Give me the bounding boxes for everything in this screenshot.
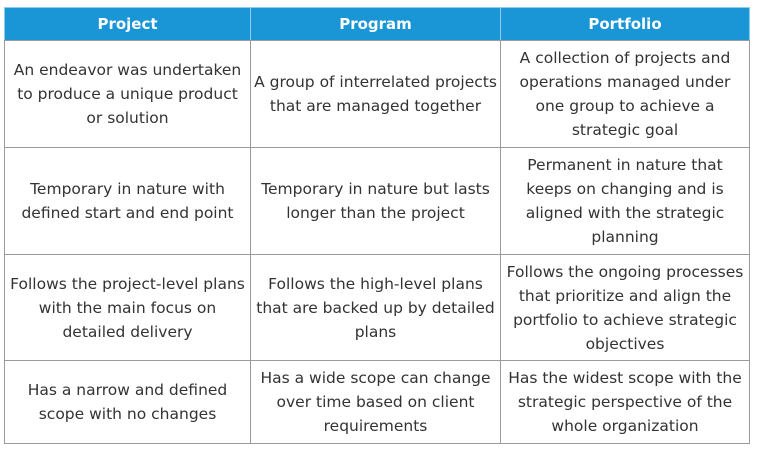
cell-portfolio-definition: A collection of projects and operations … — [500, 40, 750, 148]
cell-program-planning: Follows the high-level plans that are ba… — [250, 254, 501, 361]
header-program: Program — [250, 7, 501, 41]
table-row-scope: Has a narrow and defined scope with no c… — [4, 360, 750, 444]
project-program-portfolio-table: Project Program Portfolio An endeavor wa… — [4, 7, 750, 444]
cell-portfolio-scope: Has the widest scope with the strategic … — [500, 360, 750, 444]
header-portfolio: Portfolio — [500, 7, 750, 41]
cell-project-duration: Temporary in nature with defined start a… — [4, 147, 251, 255]
cell-program-scope: Has a wide scope can change over time ba… — [250, 360, 501, 444]
cell-program-duration: Temporary in nature but lasts longer tha… — [250, 147, 501, 255]
cell-program-definition: A group of interrelated projects that ar… — [250, 40, 501, 148]
table-header: Project Program Portfolio — [4, 7, 750, 41]
table-row-definition: An endeavor was undertaken to produce a … — [4, 40, 750, 148]
header-row: Project Program Portfolio — [4, 7, 750, 41]
table-row-duration: Temporary in nature with defined start a… — [4, 147, 750, 255]
comparison-table-container: Project Program Portfolio An endeavor wa… — [4, 7, 750, 444]
cell-portfolio-duration: Permanent in nature that keeps on changi… — [500, 147, 750, 255]
cell-project-definition: An endeavor was undertaken to produce a … — [4, 40, 251, 148]
cell-project-planning: Follows the project-level plans with the… — [4, 254, 251, 361]
cell-portfolio-planning: Follows the ongoing processes that prior… — [500, 254, 750, 361]
cell-project-scope: Has a narrow and defined scope with no c… — [4, 360, 251, 444]
header-project: Project — [4, 7, 251, 41]
table-row-planning: Follows the project-level plans with the… — [4, 254, 750, 361]
table-body: An endeavor was undertaken to produce a … — [4, 40, 750, 444]
